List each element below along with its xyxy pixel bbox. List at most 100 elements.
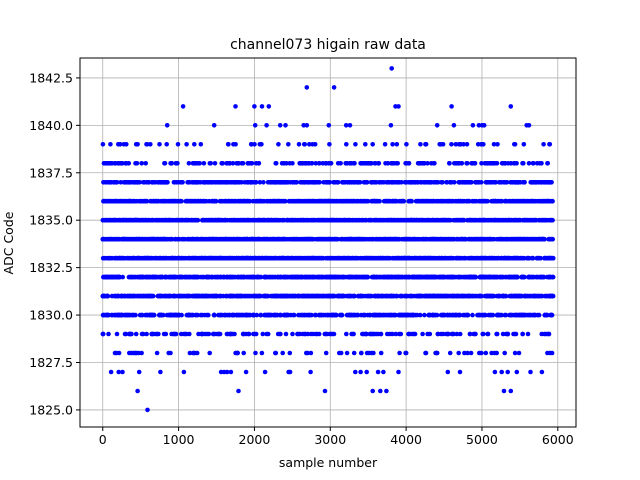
data-point (225, 255, 231, 261)
data-point (454, 331, 460, 337)
data-point (110, 255, 115, 261)
data-point (300, 293, 305, 299)
data-point (420, 331, 425, 337)
data-point (455, 255, 461, 261)
data-point (290, 293, 296, 299)
data-point (494, 236, 500, 242)
data-point (388, 274, 394, 280)
data-point (311, 255, 317, 261)
data-point (296, 255, 302, 261)
data-point (506, 217, 511, 223)
data-point (298, 274, 304, 280)
data-point (369, 198, 374, 204)
data-point (313, 274, 318, 280)
data-point (252, 274, 257, 280)
data-point (388, 312, 393, 318)
data-point (108, 236, 113, 242)
data-point (454, 217, 460, 223)
data-point (313, 236, 319, 242)
data-point (193, 312, 198, 318)
data-point (252, 293, 257, 299)
data-point (435, 293, 440, 299)
data-point (104, 312, 109, 318)
data-point (459, 274, 464, 280)
data-point (171, 217, 177, 223)
data-point (291, 312, 297, 318)
data-point (194, 236, 199, 242)
data-point (285, 255, 290, 261)
data-point (129, 274, 134, 280)
data-point (363, 274, 368, 280)
data-point (308, 350, 314, 356)
data-point (182, 293, 188, 299)
data-point (316, 274, 322, 280)
data-point (417, 217, 422, 223)
data-point (482, 293, 488, 299)
data-point (446, 198, 451, 204)
data-point (439, 293, 444, 299)
data-point (245, 293, 251, 299)
data-point (100, 236, 106, 242)
data-point (344, 350, 350, 356)
data-point (492, 274, 497, 280)
data-point (236, 198, 242, 204)
data-point (493, 198, 499, 204)
data-point (404, 274, 410, 280)
data-point (548, 312, 553, 318)
data-point (108, 274, 114, 280)
data-point (156, 255, 162, 261)
data-point (210, 331, 216, 337)
data-point (461, 312, 466, 318)
data-point (512, 350, 518, 356)
data-point (445, 312, 450, 318)
data-point (478, 198, 484, 204)
data-point (514, 293, 519, 299)
data-point (130, 293, 136, 299)
data-point (385, 255, 391, 261)
data-point (389, 293, 395, 299)
data-point (179, 217, 184, 223)
data-point (378, 350, 384, 356)
data-point (100, 312, 106, 318)
data-point (343, 274, 349, 280)
data-point (112, 198, 118, 204)
data-point (178, 274, 184, 280)
data-point (176, 312, 181, 318)
data-point (311, 198, 317, 204)
data-point (136, 350, 141, 356)
data-point (376, 255, 382, 261)
data-point (157, 312, 162, 318)
data-point (183, 331, 188, 337)
data-point (314, 293, 320, 299)
data-point (238, 274, 244, 280)
data-point (448, 274, 454, 280)
data-point (381, 312, 387, 318)
data-point (272, 198, 278, 204)
data-point (201, 198, 206, 204)
data-point (386, 198, 392, 204)
data-point (224, 331, 230, 337)
data-point (118, 293, 124, 299)
data-point (154, 274, 159, 280)
data-point (255, 217, 261, 223)
data-point (416, 255, 422, 261)
data-point (409, 217, 414, 223)
data-point (127, 331, 132, 337)
data-point (209, 236, 215, 242)
data-point (275, 293, 280, 299)
data-point (371, 350, 376, 356)
data-point (127, 198, 132, 204)
data-point (419, 274, 424, 280)
data-point (270, 274, 276, 280)
data-point (342, 217, 348, 223)
data-point (529, 198, 535, 204)
data-point (191, 217, 197, 223)
data-point (150, 236, 155, 242)
data-point (532, 236, 538, 242)
data-point (521, 274, 526, 280)
data-point (528, 312, 533, 318)
data-point (209, 217, 214, 223)
data-point (364, 255, 369, 261)
data-point (120, 274, 125, 280)
data-point (163, 274, 169, 280)
